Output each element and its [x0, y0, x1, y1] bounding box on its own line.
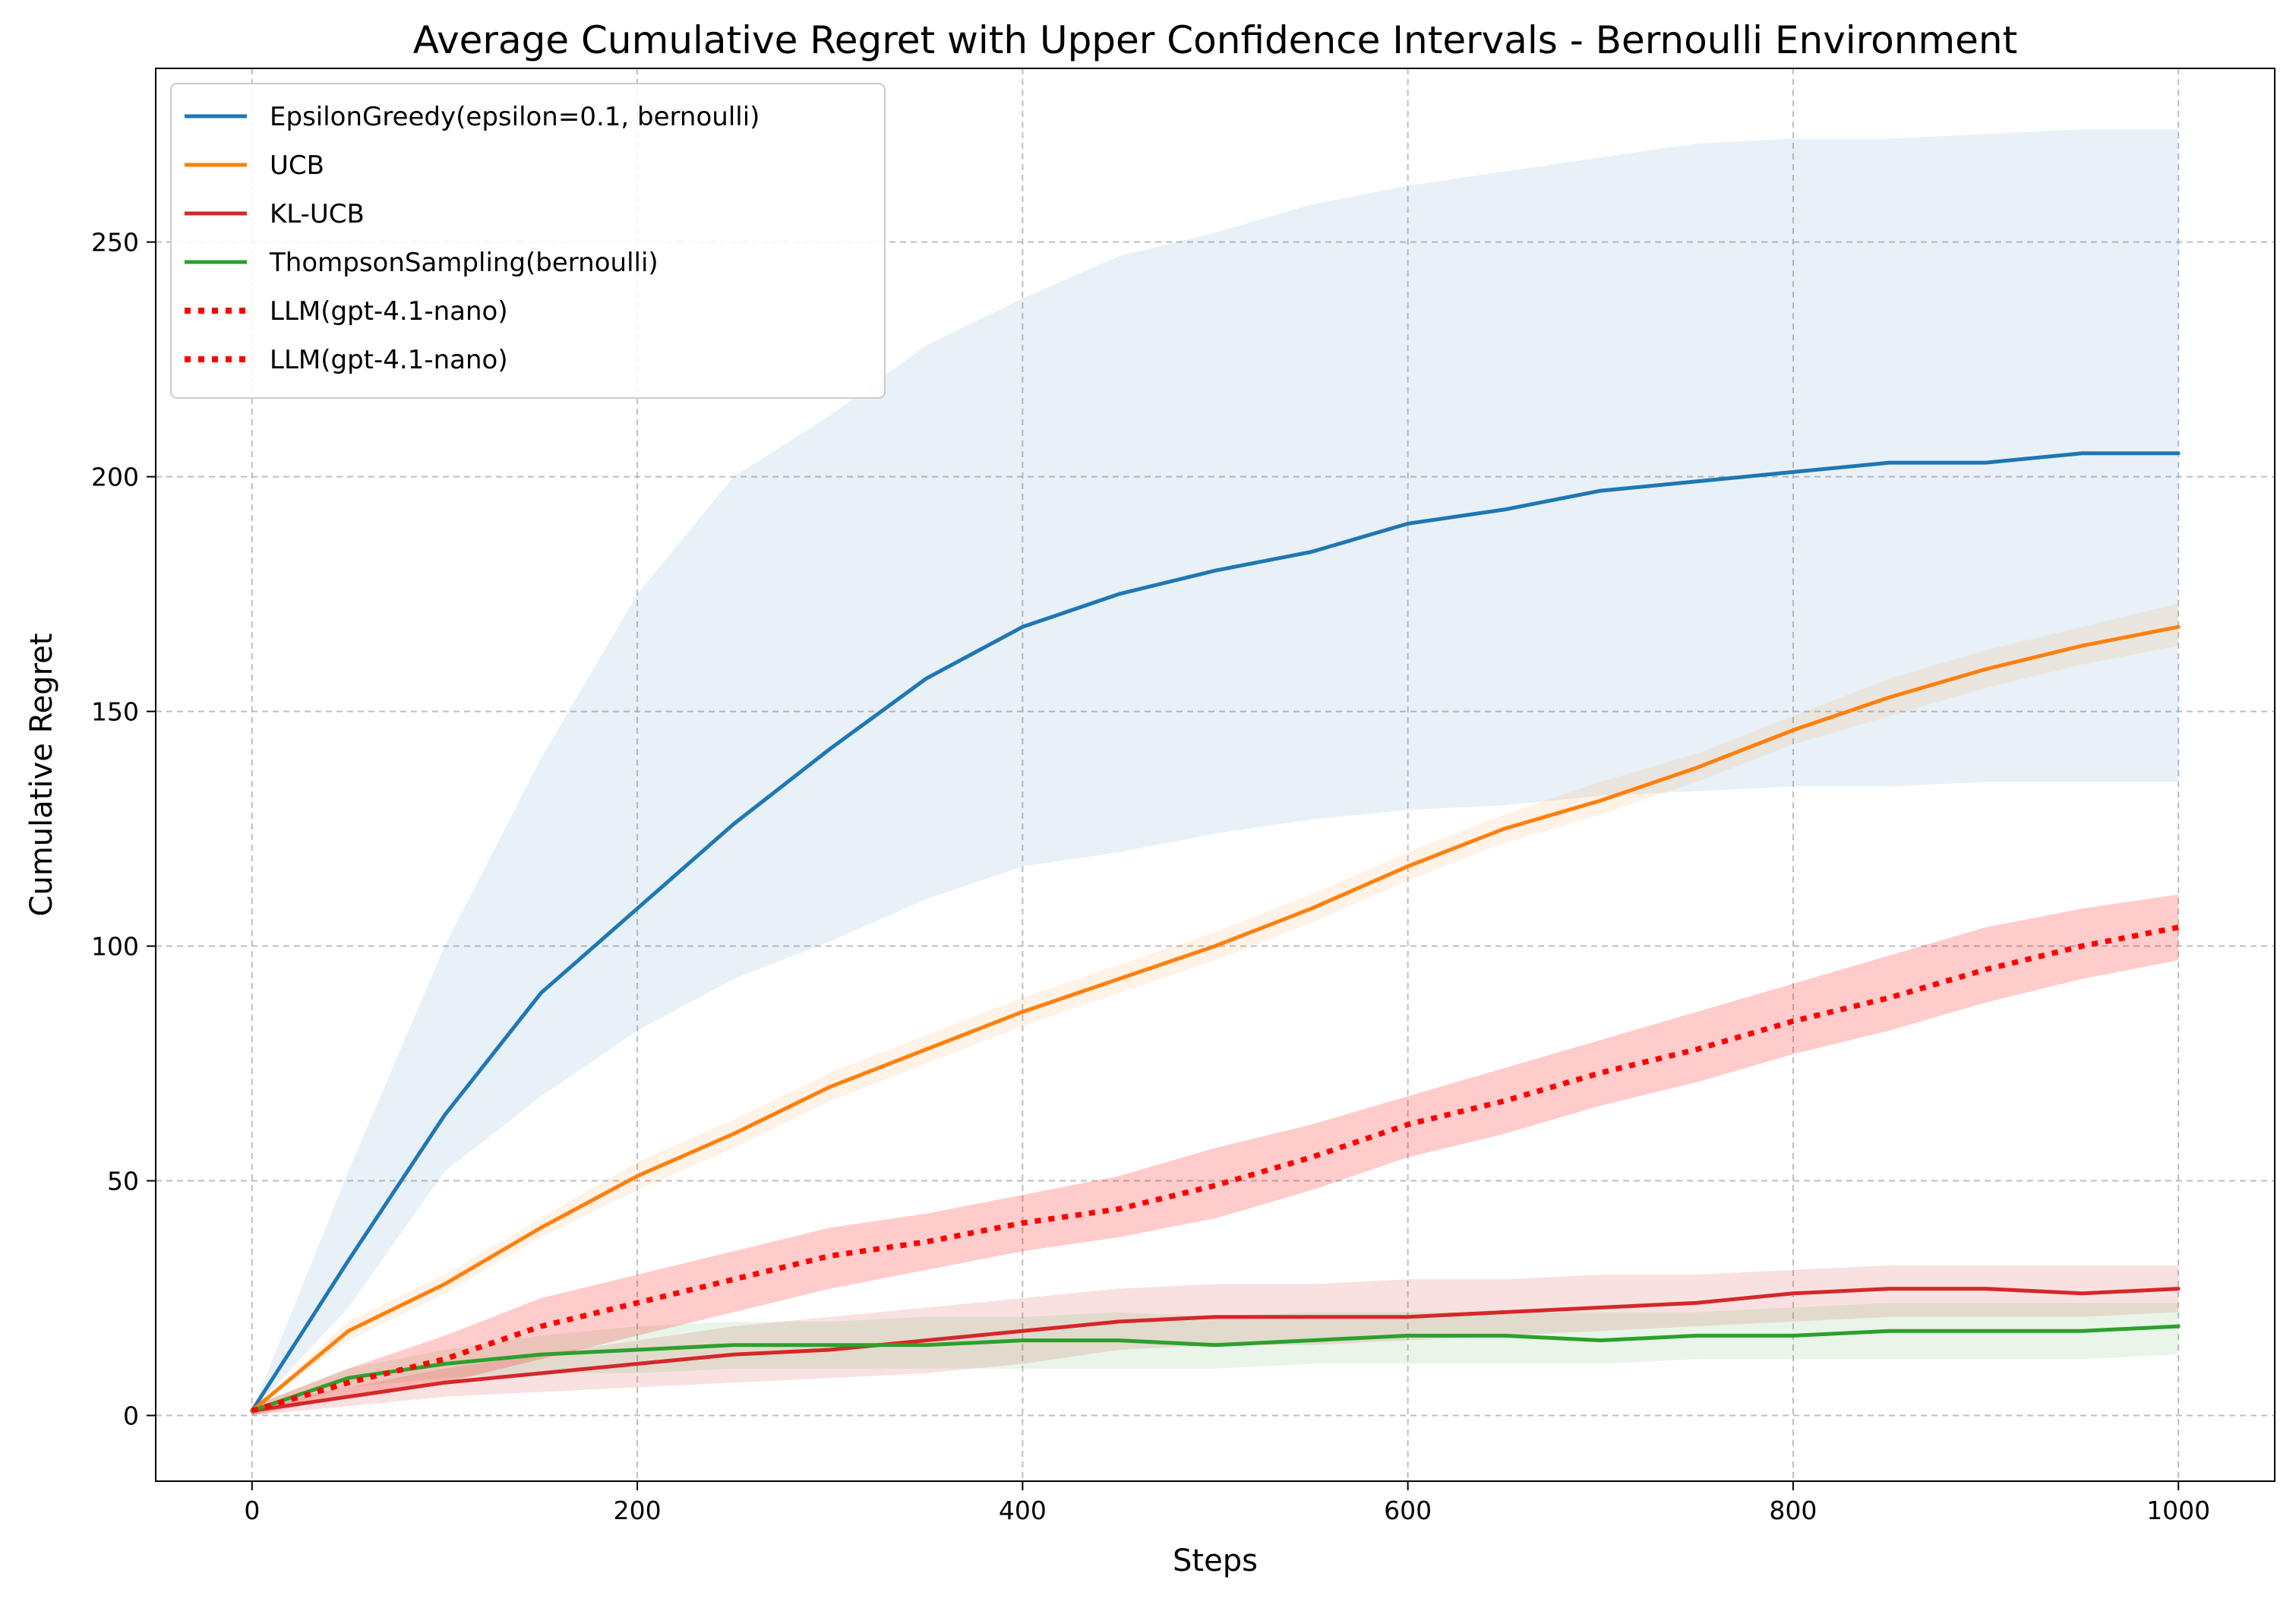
x-axis-label: Steps [1173, 1543, 1258, 1578]
x-tick-label: 800 [1769, 1496, 1817, 1525]
legend-label: EpsilonGreedy(epsilon=0.1, bernoulli) [270, 102, 760, 132]
legend-label: LLM(gpt-4.1-nano) [270, 296, 508, 327]
legend: EpsilonGreedy(epsilon=0.1, bernoulli) UCB… [170, 83, 886, 399]
x-tick-label: 600 [1384, 1496, 1432, 1525]
legend-label: UCB [270, 150, 324, 181]
plot-frame [155, 68, 2275, 1482]
y-axis-label: Cumulative Regret [24, 633, 59, 917]
chart-title: Average Cumulative Regret with Upper Con… [413, 18, 2017, 62]
x-tick-label: 0 [244, 1496, 260, 1525]
y-tick-label: 150 [91, 697, 139, 727]
series-line [251, 924, 2179, 1414]
x-tick-label: 400 [999, 1496, 1047, 1525]
legend-label: ThompsonSampling(bernoulli) [269, 248, 658, 278]
x-tick-label: 200 [614, 1496, 662, 1525]
y-tick-label: 250 [91, 228, 139, 257]
x-tick-label: 1000 [2146, 1496, 2210, 1525]
y-tick-label: 100 [91, 932, 139, 962]
axis-ticks: 0 200 400 600 800 1000 0 50 100 150 200 250 [91, 228, 2210, 1525]
y-tick-label: 200 [91, 463, 139, 492]
confidence-band [251, 1303, 2179, 1416]
series-line [250, 1287, 2181, 1413]
confidence-band [251, 603, 2179, 1411]
confidence-band [251, 894, 2179, 1416]
confidence-band [251, 129, 2179, 1411]
series-lines [250, 451, 2181, 1414]
series-line [250, 451, 2181, 1413]
series-line [250, 1324, 2181, 1413]
legend-box [170, 83, 886, 399]
legend-label: KL-UCB [270, 199, 365, 229]
y-tick-label: 0 [123, 1401, 139, 1430]
series-line [250, 624, 2181, 1413]
y-tick-label: 50 [107, 1167, 139, 1196]
legend-label: LLM(gpt-4.1-nano) [270, 345, 508, 375]
